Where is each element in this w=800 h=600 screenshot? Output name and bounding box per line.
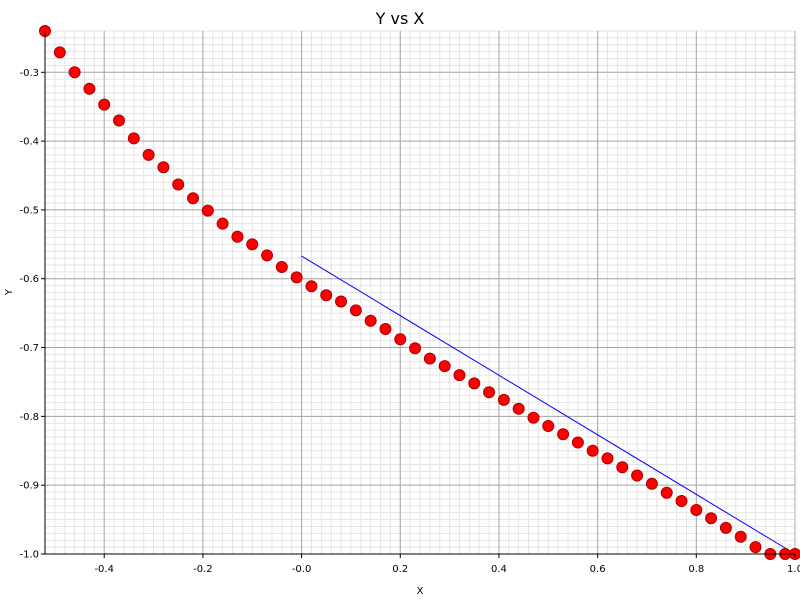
scatter-point bbox=[320, 289, 333, 302]
x-tick-label: 1.0 bbox=[787, 564, 800, 575]
scatter-point bbox=[68, 66, 81, 79]
scatter-point bbox=[660, 486, 673, 499]
scatter-point bbox=[275, 261, 288, 274]
scatter-point bbox=[705, 512, 718, 525]
scatter-point bbox=[719, 521, 732, 534]
scatter-point bbox=[157, 161, 170, 174]
scatter-point bbox=[216, 217, 229, 230]
x-tick-label: 0.8 bbox=[688, 564, 704, 575]
scatter-point bbox=[83, 82, 96, 95]
scatter-point bbox=[601, 452, 614, 465]
scatter-point bbox=[172, 178, 185, 191]
scatter-point bbox=[305, 280, 318, 293]
scatter-point bbox=[187, 192, 200, 205]
axes-layer bbox=[44, 31, 795, 555]
x-tick-label: -0.0 bbox=[292, 564, 312, 575]
scatter-point bbox=[423, 352, 436, 365]
tick-layer: -0.4 -0.2 -0.0 0.2 0.4 0.6 0.8 1.0 -1.0 -0.9 -0.8 -… bbox=[19, 68, 800, 575]
y-tick-label: -0.7 bbox=[19, 343, 39, 354]
y-tick-label: -0.5 bbox=[19, 205, 39, 216]
y-tick-label: -0.8 bbox=[19, 412, 39, 423]
scatter-point bbox=[438, 360, 451, 373]
scatter-point bbox=[542, 420, 555, 433]
series-line bbox=[301, 255, 796, 555]
y-tick-label: -1.0 bbox=[19, 550, 39, 561]
x-tick-label: -0.4 bbox=[94, 564, 114, 575]
series-layer bbox=[39, 25, 800, 560]
x-tick-label: 0.6 bbox=[590, 564, 606, 575]
scatter-point bbox=[483, 386, 496, 399]
scatter-point bbox=[231, 230, 244, 243]
scatter-point bbox=[364, 314, 377, 327]
scatter-point bbox=[53, 46, 66, 59]
scatter-point bbox=[527, 411, 540, 424]
scatter-point bbox=[349, 304, 362, 317]
scatter-point bbox=[631, 469, 644, 482]
scatter-point bbox=[645, 477, 658, 490]
scatter-point bbox=[453, 369, 466, 382]
scatter-point bbox=[512, 402, 525, 415]
scatter-point bbox=[690, 503, 703, 516]
y-tick-label: -0.9 bbox=[19, 481, 39, 492]
x-tick-label: -0.2 bbox=[193, 564, 213, 575]
scatter-point bbox=[246, 238, 259, 251]
scatter-point bbox=[497, 393, 510, 406]
scatter-point bbox=[127, 132, 140, 145]
scatter-point bbox=[616, 461, 629, 474]
scatter-point bbox=[379, 322, 392, 335]
scatter-point bbox=[394, 333, 407, 346]
scatter-point bbox=[290, 271, 303, 284]
scatter-point bbox=[98, 98, 111, 111]
scatter-point bbox=[409, 342, 422, 355]
y-tick-label: -0.6 bbox=[19, 274, 39, 285]
x-tick-label: 0.2 bbox=[392, 564, 408, 575]
scatter-point bbox=[201, 204, 214, 217]
scatter-point bbox=[586, 444, 599, 457]
scatter-point bbox=[335, 295, 348, 308]
scatter-point bbox=[113, 114, 126, 127]
scatter-point bbox=[749, 541, 762, 554]
scatter-point bbox=[734, 530, 747, 543]
y-axis-label: Y bbox=[4, 288, 15, 296]
scatter-point bbox=[142, 148, 155, 161]
scatter-point bbox=[468, 377, 481, 390]
y-tick-label: -0.3 bbox=[19, 68, 39, 79]
scatter-point bbox=[675, 495, 688, 508]
scatter-point bbox=[261, 249, 274, 262]
scatter-point bbox=[571, 436, 584, 449]
x-tick-label: 0.4 bbox=[491, 564, 507, 575]
y-tick-label: -0.4 bbox=[19, 137, 39, 148]
chart-title: Y vs X bbox=[375, 9, 425, 28]
scatter-point bbox=[557, 428, 570, 441]
x-axis-label: X bbox=[417, 586, 424, 597]
